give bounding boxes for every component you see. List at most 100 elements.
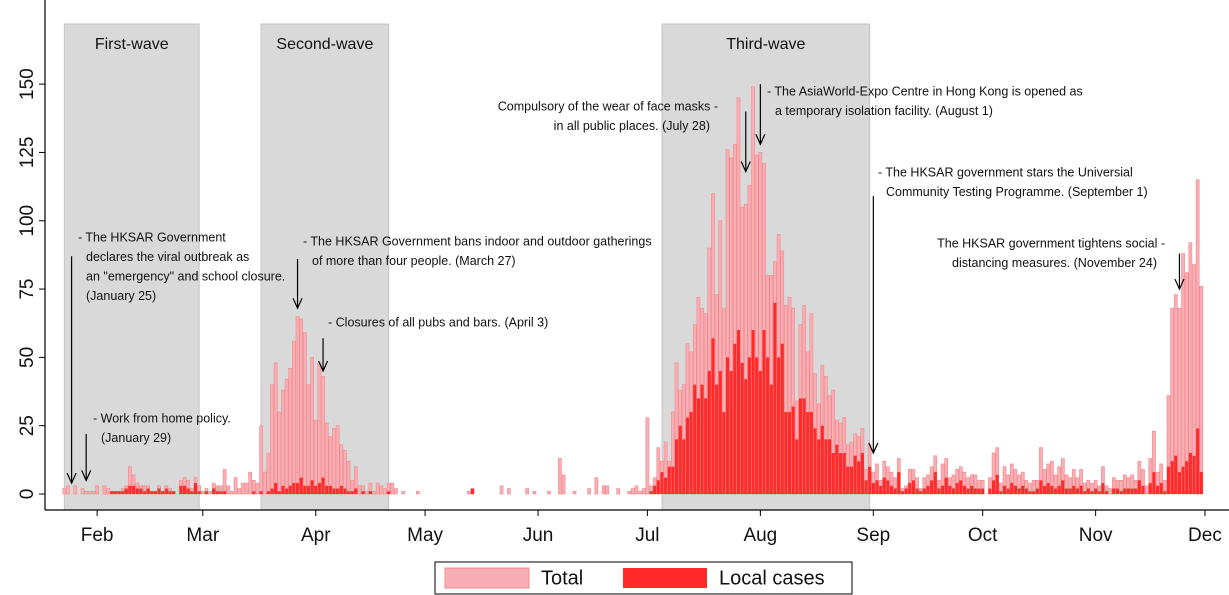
- bar: [700, 384, 704, 495]
- bar: [328, 485, 332, 495]
- bar: [864, 480, 868, 495]
- bar: [197, 491, 201, 495]
- bar: [944, 477, 948, 495]
- bar: [941, 485, 945, 495]
- bar: [718, 371, 722, 495]
- bar: [693, 384, 697, 495]
- arrow-head: [318, 360, 329, 373]
- bar: [926, 474, 930, 495]
- bar: [547, 490, 551, 495]
- bar: [988, 488, 992, 495]
- bar: [780, 343, 784, 495]
- bar: [838, 453, 843, 495]
- bar: [674, 439, 679, 495]
- bar: [153, 491, 157, 495]
- arrow-head: [755, 133, 766, 146]
- bar: [558, 458, 562, 495]
- bar: [1053, 488, 1058, 495]
- bar: [926, 485, 930, 495]
- bar: [754, 154, 759, 495]
- bar: [1083, 491, 1087, 495]
- bar: [1115, 480, 1120, 495]
- bar: [868, 466, 872, 495]
- bar: [627, 490, 632, 495]
- bar: [726, 357, 730, 495]
- bar: [1053, 474, 1058, 495]
- bar: [973, 474, 978, 495]
- bar: [281, 485, 285, 495]
- bar: [1043, 485, 1047, 495]
- bar: [747, 357, 751, 495]
- bar: [237, 488, 242, 495]
- bar: [572, 490, 577, 495]
- bar: [1035, 480, 1040, 495]
- bar: [1101, 483, 1105, 495]
- wave-label: First-wave: [95, 36, 169, 53]
- legend-swatch: [623, 568, 707, 588]
- bar: [270, 384, 274, 495]
- bar: [970, 485, 974, 495]
- bar: [1061, 480, 1065, 495]
- annotation-text: a temporary isolation facility. (August …: [775, 104, 993, 118]
- bar: [678, 425, 682, 495]
- bar: [966, 477, 970, 495]
- bar: [313, 419, 318, 495]
- bar: [857, 461, 861, 495]
- bar: [328, 436, 333, 495]
- arrow-head: [81, 470, 92, 482]
- bar: [354, 488, 358, 495]
- bar: [1166, 466, 1171, 495]
- bar: [106, 488, 110, 495]
- bar: [1170, 461, 1174, 495]
- bar: [831, 453, 835, 495]
- bar: [922, 488, 926, 495]
- bar: [645, 417, 650, 495]
- bar: [849, 466, 854, 495]
- y-tick-label: 25: [17, 415, 38, 436]
- arrow-head: [1174, 278, 1185, 291]
- bar: [1039, 480, 1043, 495]
- annotation-text: - The AsiaWorld-Expo Centre in Hong Kong…: [767, 84, 1083, 98]
- annotation-text: an "emergency" and school closure.: [86, 269, 285, 283]
- bar: [157, 488, 161, 495]
- bar: [587, 488, 591, 495]
- bar: [882, 477, 886, 495]
- arrow-head: [868, 442, 879, 455]
- bar: [339, 485, 343, 495]
- bar: [897, 472, 901, 495]
- bar: [733, 343, 737, 495]
- bar: [172, 491, 176, 495]
- bar: [653, 485, 657, 495]
- bar: [299, 477, 303, 495]
- bar: [288, 485, 292, 495]
- bar: [233, 477, 238, 495]
- bar: [955, 483, 959, 495]
- x-tick-label: Aug: [743, 525, 777, 546]
- bar: [704, 398, 708, 495]
- bar: [667, 466, 671, 495]
- bar: [1119, 480, 1123, 495]
- bar: [915, 488, 919, 495]
- bar: [525, 488, 529, 495]
- y-tick-label: 0: [17, 489, 38, 500]
- bar: [1185, 461, 1189, 495]
- x-tick-label: Oct: [968, 525, 998, 546]
- bar: [689, 412, 693, 495]
- annotation-text: - The HKSAR Government: [78, 230, 226, 244]
- bar: [1086, 488, 1090, 495]
- bar: [80, 488, 85, 495]
- bar: [1119, 491, 1123, 495]
- bar: [332, 488, 336, 495]
- bar: [962, 485, 966, 495]
- bar: [336, 488, 340, 495]
- bar: [1177, 472, 1181, 495]
- bar: [222, 469, 227, 495]
- bar: [1181, 253, 1185, 495]
- bar: [285, 488, 289, 495]
- bar: [244, 482, 249, 495]
- bar: [995, 474, 999, 495]
- bar: [1057, 485, 1061, 495]
- bar: [875, 480, 879, 495]
- bar: [387, 491, 391, 495]
- bar: [117, 491, 121, 495]
